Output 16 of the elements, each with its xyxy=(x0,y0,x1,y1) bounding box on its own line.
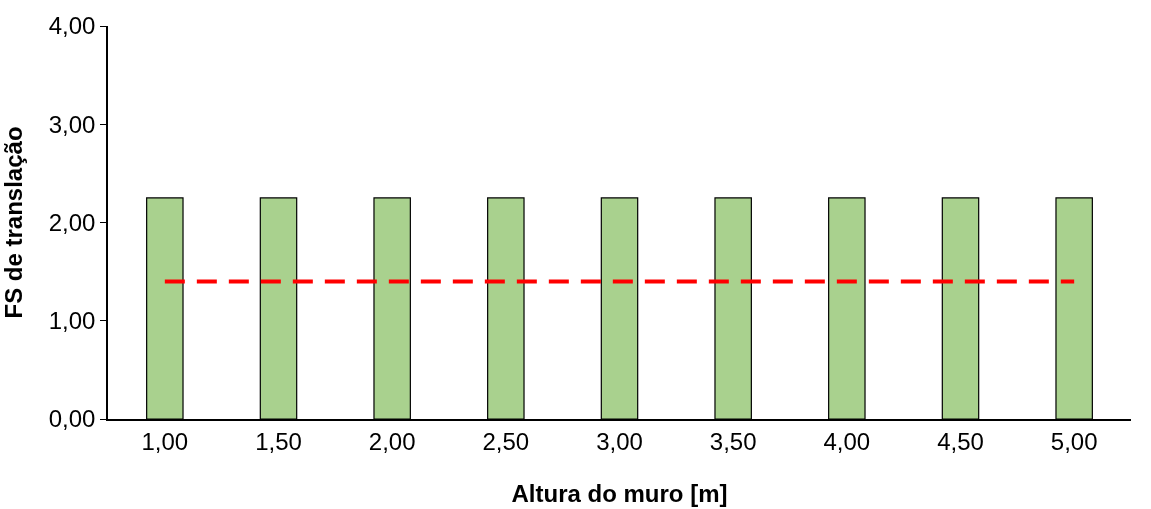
x-tick-label: 4,50 xyxy=(937,427,984,455)
x-tick-label: 5,00 xyxy=(1050,427,1098,455)
x-tick-label: 4,00 xyxy=(823,427,871,455)
x-tick-label: 1,00 xyxy=(141,427,189,455)
y-tick-label: 2,00 xyxy=(48,208,96,236)
x-axis-title: Altura do muro [m] xyxy=(511,479,728,507)
x-tick-label: 3,50 xyxy=(709,427,757,455)
y-tick-label: 4,00 xyxy=(48,12,96,40)
y-tick-label: 1,00 xyxy=(48,307,96,335)
x-tick-label: 2,00 xyxy=(368,427,416,455)
x-tick-label: 1,50 xyxy=(255,427,302,455)
y-tick-label: 0,00 xyxy=(48,405,96,433)
y-axis-title: FS de translação xyxy=(0,126,27,319)
x-tick-label: 3,00 xyxy=(596,427,643,455)
y-tick-label: 3,00 xyxy=(48,110,96,138)
x-tick-label: 2,50 xyxy=(482,427,530,455)
